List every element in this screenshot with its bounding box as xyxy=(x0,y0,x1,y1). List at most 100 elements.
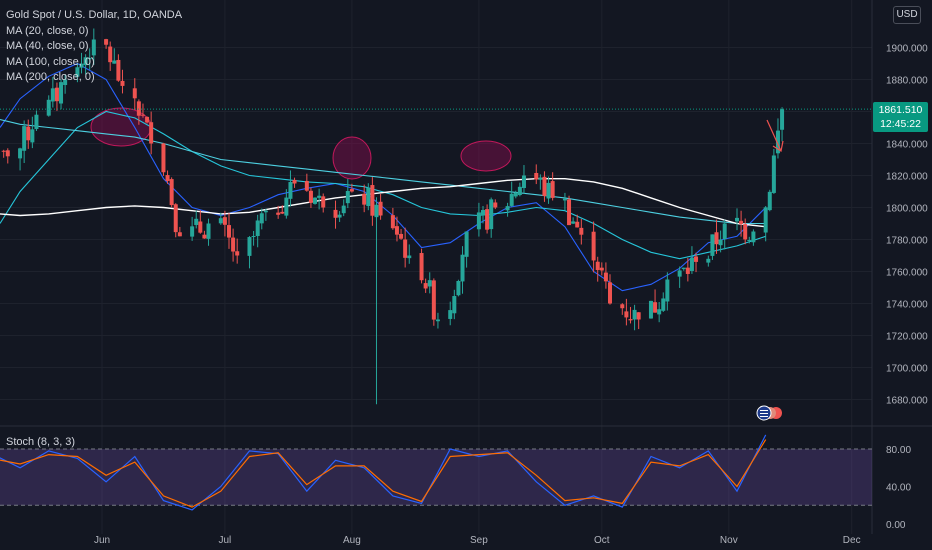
y-tick-label: 1880.000 xyxy=(886,76,928,87)
candle-body xyxy=(136,101,141,116)
candle-body xyxy=(780,109,785,130)
candles xyxy=(1,28,785,405)
x-tick-label: Dec xyxy=(843,535,861,546)
moving-averages xyxy=(0,62,767,292)
candle-body xyxy=(276,212,281,215)
stoch-line-1 xyxy=(0,439,767,508)
candle-body xyxy=(284,197,289,216)
candle-body xyxy=(562,198,567,201)
x-tick-label: Oct xyxy=(594,535,610,546)
grid xyxy=(0,0,932,534)
y-axis: 1680.000 1700.000 1720.000 1740.000 1760.000… xyxy=(886,44,928,532)
candle-body xyxy=(378,201,383,216)
candle-body xyxy=(259,213,264,224)
legend-ma100[interactable]: MA (100, close, 0) xyxy=(6,55,95,68)
highlight-ellipse xyxy=(332,136,372,180)
candle-body xyxy=(751,231,756,243)
y-tick-label: 1720.000 xyxy=(886,332,928,343)
legend-ma40[interactable]: MA (40, close, 0) xyxy=(6,40,89,52)
candle-body xyxy=(599,267,604,271)
candle-body xyxy=(231,237,236,252)
candle-body xyxy=(653,302,658,313)
candle-body xyxy=(739,220,744,224)
candle-body xyxy=(722,223,727,240)
candle-body xyxy=(427,280,432,287)
stoch-lines xyxy=(0,434,767,511)
candle-body xyxy=(75,67,80,77)
arrow-shaft xyxy=(766,119,782,152)
candle-body xyxy=(489,199,494,230)
candle-body xyxy=(345,191,350,204)
candle-body xyxy=(632,309,637,320)
highlight-ellipse xyxy=(460,140,512,172)
candle-body xyxy=(145,116,150,123)
currency-button[interactable]: USD xyxy=(893,6,921,24)
candle-body xyxy=(571,221,576,224)
candle-body xyxy=(337,214,342,218)
candle-body xyxy=(710,234,715,256)
candle-body xyxy=(735,217,739,222)
candle-body xyxy=(50,88,55,102)
ma-line-0 xyxy=(0,62,767,292)
candle-body xyxy=(550,181,555,198)
candle-body xyxy=(5,150,10,157)
candle-body xyxy=(34,114,39,130)
candle-body xyxy=(222,217,227,225)
candle-body xyxy=(694,256,699,262)
candle-body xyxy=(603,272,608,282)
candle-body xyxy=(452,296,457,314)
candle-body xyxy=(22,126,27,151)
candle-body xyxy=(218,218,223,224)
candle-body xyxy=(538,177,543,180)
candle-body xyxy=(1,150,6,152)
candle-body xyxy=(63,79,68,86)
candle-body xyxy=(567,199,572,226)
candle-body xyxy=(288,182,293,199)
candle-body xyxy=(366,187,371,207)
legend: Gold Spot / U.S. Dollar, 1D, OANDA MA (2… xyxy=(6,8,182,86)
candle-body xyxy=(747,240,752,242)
candle-body xyxy=(91,39,96,56)
candle-body xyxy=(456,280,461,296)
ma-line-3 xyxy=(0,177,766,228)
legend-ma20[interactable]: MA (20, close, 0) xyxy=(6,24,89,37)
candle-body xyxy=(763,207,768,233)
candle-body xyxy=(681,267,686,270)
candle-body xyxy=(169,179,174,206)
candle-body xyxy=(689,257,694,271)
candle-body xyxy=(341,205,346,214)
candle-body xyxy=(517,186,522,196)
candle-body xyxy=(399,233,404,239)
candle-body xyxy=(206,223,211,239)
candle-body xyxy=(308,190,313,203)
stoch-tick-label: 40.00 xyxy=(886,483,911,494)
candle-body xyxy=(775,130,780,154)
candle-body xyxy=(161,143,166,173)
candle-body xyxy=(685,267,690,274)
y-tick-label: 1800.000 xyxy=(886,204,928,215)
ma-line-2 xyxy=(0,118,766,225)
y-tick-label: 1840.000 xyxy=(886,140,928,151)
candle-body xyxy=(714,232,719,245)
candle-body xyxy=(521,175,526,189)
candle-body xyxy=(255,220,260,236)
price-tag: 1861.510 12:45:22 xyxy=(873,102,928,132)
candle-body xyxy=(333,209,338,218)
candle-body xyxy=(349,189,354,192)
candle-body xyxy=(591,231,596,261)
arrow-head xyxy=(772,140,784,152)
candle-body xyxy=(112,60,117,64)
candle-body xyxy=(116,59,121,81)
price-value: 1861.510 xyxy=(878,104,923,116)
candle-body xyxy=(370,185,375,216)
stoch-label[interactable]: Stoch (8, 3, 3) xyxy=(6,436,76,448)
candle-body xyxy=(464,231,469,257)
legend-ma200[interactable]: MA (200, close, 0) xyxy=(6,71,95,83)
candle-body xyxy=(448,310,453,319)
flag-icon[interactable] xyxy=(756,405,782,421)
candle-body xyxy=(59,82,64,104)
candle-body xyxy=(485,209,490,230)
countdown: 12:45:22 xyxy=(880,118,921,130)
candle-body xyxy=(608,282,612,304)
